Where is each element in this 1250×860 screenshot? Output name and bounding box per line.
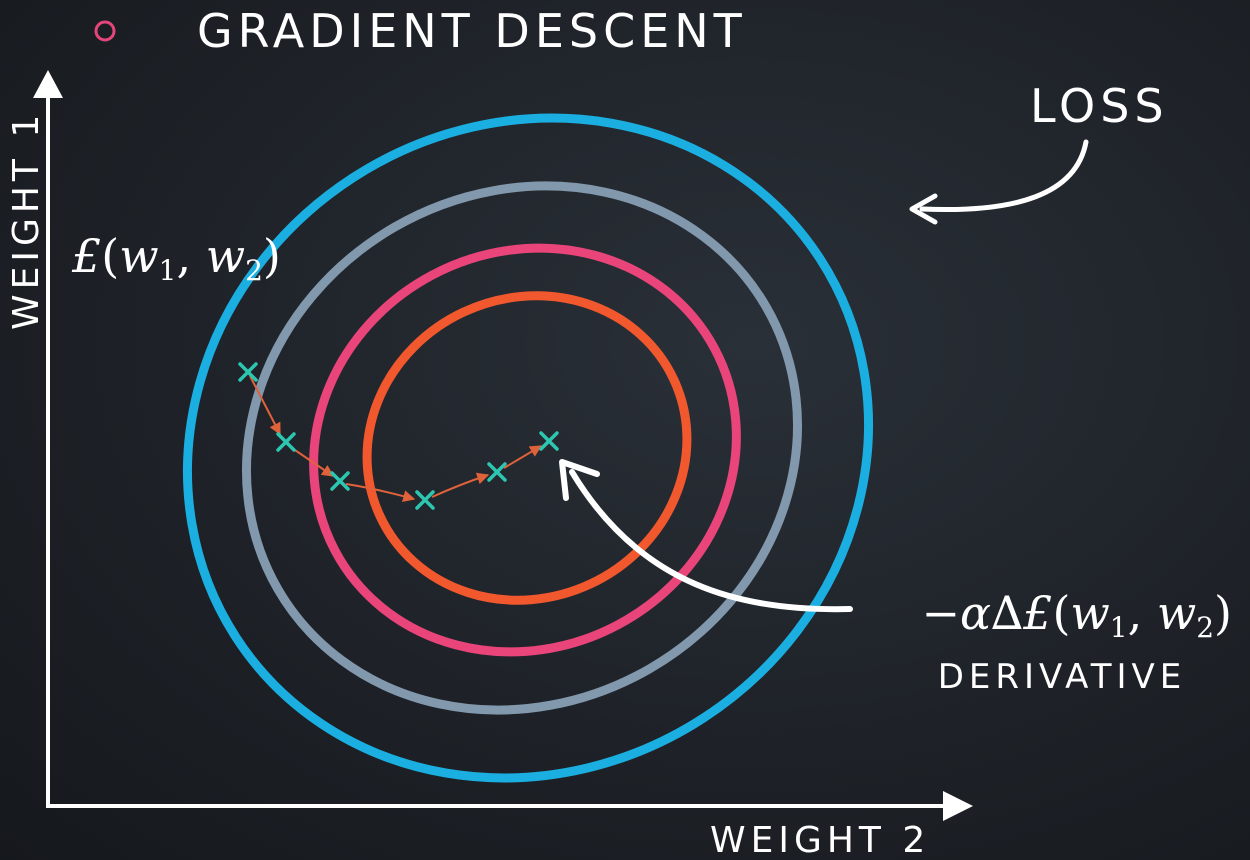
loss-symbol: £ <box>71 229 101 283</box>
loss-w2: w <box>206 229 245 283</box>
loss-formula: £(w1, w2) <box>71 229 281 287</box>
loss-comma: , <box>176 229 205 283</box>
y-axis-arrowhead <box>33 70 63 98</box>
loss-sub1: 1 <box>159 254 177 287</box>
third-contour <box>309 243 741 657</box>
derivative-prefix: −α∆£ <box>921 586 1052 640</box>
derivative-curved-arrow <box>569 469 853 613</box>
derivative-w2: w <box>1157 586 1196 640</box>
x-mark-icon <box>330 471 350 491</box>
x-mark-icon <box>238 362 258 382</box>
step-arrow <box>249 375 281 436</box>
loss-label: LOSS <box>1030 79 1169 133</box>
loss-open-paren: ( <box>101 229 119 283</box>
page-title: GRADIENT DESCENT <box>197 4 747 58</box>
axes: WEIGHT 1 WEIGHT 2 <box>6 70 973 860</box>
derivative-comma: , <box>1128 586 1157 640</box>
step-arrow <box>431 472 490 498</box>
y-axis-label: WEIGHT 1 <box>6 110 47 330</box>
inner-contour <box>362 291 692 605</box>
derivative-sub1: 1 <box>1110 611 1128 644</box>
x-mark-icon <box>276 432 296 452</box>
step-arrow <box>288 445 334 477</box>
derivative-open-paren: ( <box>1052 586 1070 640</box>
second-contour <box>242 181 802 715</box>
derivative-arrowhead <box>559 459 600 501</box>
step-arrow <box>345 483 416 502</box>
step-arrow <box>503 445 543 469</box>
descent-path <box>238 362 559 510</box>
derivative-formula: −α∆£(w1, w2) <box>921 586 1232 644</box>
derivative-sub2: 2 <box>1196 611 1214 644</box>
x-axis-arrowhead <box>943 791 973 821</box>
loss-arrowhead <box>909 193 938 225</box>
x-mark-icon <box>539 431 559 451</box>
x-mark-icon <box>415 490 435 510</box>
x-mark-icon <box>487 462 507 482</box>
derivative-label: DERIVATIVE <box>938 657 1187 697</box>
loss-curved-arrow <box>919 139 1089 213</box>
loss-sub2: 2 <box>245 254 263 287</box>
x-axis-label: WEIGHT 2 <box>710 820 930 860</box>
loss-contours <box>183 113 873 783</box>
loss-close-paren: ) <box>263 229 281 283</box>
ring-bullet-icon <box>94 20 116 42</box>
derivative-w1: w <box>1070 586 1109 640</box>
outer-contour <box>183 113 873 783</box>
derivative-close-paren: ) <box>1214 586 1232 640</box>
loss-w1: w <box>119 229 158 283</box>
